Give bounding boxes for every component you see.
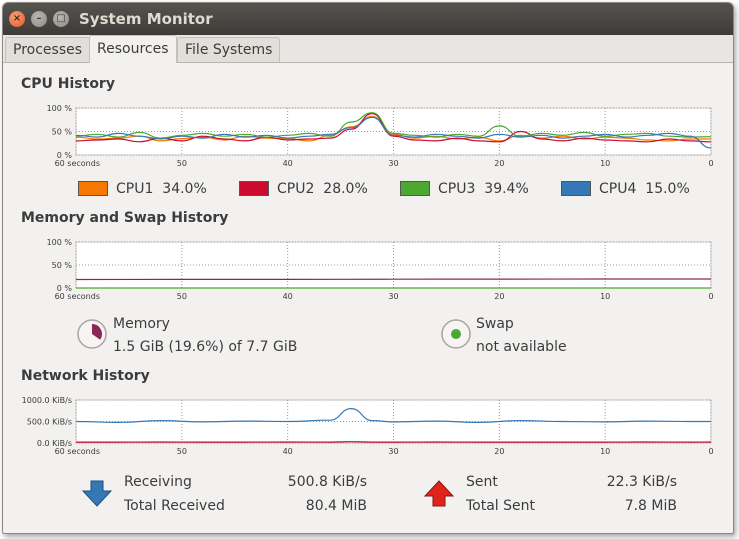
cpu3-name: CPU3 xyxy=(438,181,476,197)
cpu3-line xyxy=(75,112,712,139)
network-y-tick-label: 0.0 KiB/s xyxy=(37,439,72,448)
cpu-x-tick-label: 50 xyxy=(177,159,187,168)
cpu3-legend-label: CPU3 39.4% xyxy=(438,181,529,197)
cpu-y-tick-label: 0 % xyxy=(57,151,73,160)
tab-bar: Processes Resources File Systems xyxy=(3,35,733,63)
memory-history-title: Memory and Swap History xyxy=(21,210,229,226)
memory-y-tick-label: 50 % xyxy=(52,261,73,270)
total-received-label: Total Received xyxy=(124,498,225,514)
network-x-tick-label: 20 xyxy=(494,447,504,456)
cpu-x-tick-label: 60 seconds xyxy=(55,159,100,168)
network-y-tick-label: 1000.0 KiB/s xyxy=(22,396,72,405)
tab-processes[interactable]: Processes xyxy=(5,37,91,62)
cpu-x-tick-label: 40 xyxy=(283,159,293,168)
memory-y-tick-label: 0 % xyxy=(57,284,73,293)
network-x-tick-label: 60 seconds xyxy=(55,447,100,456)
cpu3-value: 39.4% xyxy=(484,181,529,197)
cpu1-color-swatch[interactable] xyxy=(78,181,108,196)
cpu-y-tick-label: 100 % xyxy=(47,104,73,113)
cpu2-name: CPU2 xyxy=(277,181,315,197)
memory-x-tick-label: 60 seconds xyxy=(55,292,100,301)
memory-label: Memory xyxy=(113,316,170,332)
cpu-x-tick-label: 0 xyxy=(708,159,713,168)
cpu1-line xyxy=(75,115,711,142)
window-title: System Monitor xyxy=(79,10,213,28)
system-monitor-window: × – □ System Monitor Processes Resources… xyxy=(2,2,734,534)
memory-x-tick-label: 50 xyxy=(177,292,187,301)
cpu1-legend-label: CPU1 34.0% xyxy=(116,181,207,197)
network-history-title: Network History xyxy=(21,368,150,384)
maximize-icon[interactable]: □ xyxy=(53,11,69,27)
swap-pie-icon[interactable] xyxy=(441,319,471,349)
tab-file-systems[interactable]: File Systems xyxy=(177,37,281,62)
memory-pie-icon[interactable] xyxy=(77,319,107,349)
receiving-label: Receiving xyxy=(124,474,192,490)
title-bar: × – □ System Monitor xyxy=(3,3,733,36)
sent-value: 22.3 KiB/s xyxy=(606,474,677,490)
tab-resources[interactable]: Resources xyxy=(89,35,177,63)
network-y-tick-label: 500.0 KiB/s xyxy=(27,418,72,427)
cpu1-name: CPU1 xyxy=(116,181,154,197)
cpu4-line xyxy=(75,116,712,149)
cpu4-legend-label: CPU4 15.0% xyxy=(599,181,690,197)
memory-value: 1.5 GiB (19.6%) of 7.7 GiB xyxy=(113,339,298,355)
cpu4-value: 15.0% xyxy=(645,181,690,197)
cpu2-legend-label: CPU2 28.0% xyxy=(277,181,368,197)
cpu-history-title: CPU History xyxy=(21,76,115,92)
cpu3-color-swatch[interactable] xyxy=(400,181,430,196)
total-sent-value: 7.8 MiB xyxy=(624,498,677,514)
minimize-icon[interactable]: – xyxy=(31,11,47,27)
swap-value: not available xyxy=(476,339,567,355)
network-x-tick-label: 30 xyxy=(388,447,398,456)
memory-x-tick-label: 20 xyxy=(494,292,504,301)
cpu-x-tick-label: 30 xyxy=(388,159,398,168)
sent-label: Sent xyxy=(466,474,498,490)
receiving-line xyxy=(75,407,711,424)
network-x-tick-label: 10 xyxy=(600,447,610,456)
close-icon[interactable]: × xyxy=(9,11,25,27)
cpu2-color-swatch[interactable] xyxy=(239,181,269,196)
total-sent-label: Total Sent xyxy=(466,498,536,514)
memory-x-tick-label: 30 xyxy=(388,292,398,301)
total-received-value: 80.4 MiB xyxy=(305,498,367,514)
cpu4-name: CPU4 xyxy=(599,181,637,197)
network-x-tick-label: 0 xyxy=(708,447,713,456)
cpu2-value: 28.0% xyxy=(323,181,368,197)
network-x-tick-label: 40 xyxy=(283,447,293,456)
memory-line xyxy=(75,278,711,281)
memory-x-tick-label: 0 xyxy=(708,292,713,301)
memory-x-tick-label: 10 xyxy=(600,292,610,301)
cpu2-line xyxy=(75,112,712,143)
memory-x-tick-label: 40 xyxy=(283,292,293,301)
cpu-x-tick-label: 20 xyxy=(494,159,504,168)
cpu-y-tick-label: 50 % xyxy=(52,128,73,137)
swap-label: Swap xyxy=(476,316,514,332)
cpu-x-tick-label: 10 xyxy=(600,159,610,168)
network-x-tick-label: 50 xyxy=(177,447,187,456)
cpu4-color-swatch[interactable] xyxy=(561,181,591,196)
cpu1-value: 34.0% xyxy=(162,181,207,197)
memory-y-tick-label: 100 % xyxy=(47,238,73,247)
receiving-value: 500.8 KiB/s xyxy=(287,474,367,490)
